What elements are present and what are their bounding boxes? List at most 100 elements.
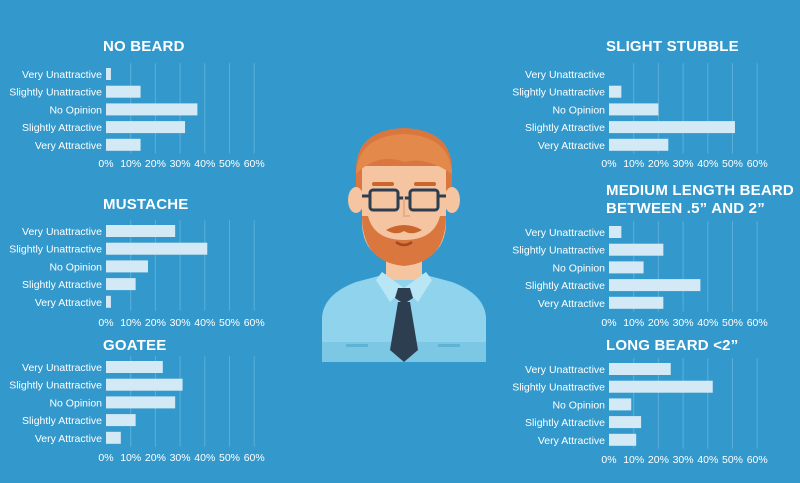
category-label: Very Attractive	[538, 140, 605, 152]
bar	[106, 121, 186, 134]
tick-label: 0%	[601, 317, 616, 329]
category-label: Very Unattractive	[525, 69, 605, 81]
tick-label: 10%	[120, 158, 141, 170]
bar	[609, 279, 701, 292]
tick-label: 50%	[219, 317, 240, 329]
bar	[609, 363, 671, 375]
chart-title: NO BEARD	[103, 38, 185, 55]
tick-label: 50%	[722, 454, 743, 466]
tick-label: 40%	[194, 317, 215, 329]
bar	[609, 416, 642, 429]
tick-label: 30%	[170, 317, 191, 329]
tick-label: 50%	[219, 158, 240, 170]
tick-label: 20%	[145, 317, 166, 329]
tick-label: 40%	[697, 158, 718, 170]
tick-label: 50%	[722, 158, 743, 170]
chart-title: SLIGHT STUBBLE	[606, 38, 739, 55]
category-label: No Opinion	[552, 104, 605, 116]
tick-label: 20%	[145, 452, 166, 464]
tick-label: 50%	[219, 452, 240, 464]
tick-label: 60%	[244, 317, 265, 329]
tick-label: 30%	[673, 317, 694, 329]
category-label: Slightly Attractive	[525, 417, 605, 429]
category-label: No Opinion	[552, 262, 605, 274]
category-label: Slightly Unattractive	[512, 382, 605, 394]
category-label: Very Attractive	[538, 298, 605, 310]
tick-label: 30%	[170, 452, 191, 464]
bar	[609, 243, 664, 256]
bar	[609, 121, 735, 134]
category-label: Slightly Attractive	[525, 280, 605, 292]
category-label: Very Unattractive	[525, 227, 605, 239]
bar	[609, 103, 659, 116]
category-label: Slightly Unattractive	[512, 87, 605, 99]
bar	[106, 242, 208, 255]
bar	[106, 138, 141, 151]
bar	[609, 138, 669, 151]
category-label: Very Attractive	[35, 433, 102, 445]
tick-label: 30%	[673, 454, 694, 466]
category-label: No Opinion	[49, 261, 102, 273]
bar	[106, 414, 136, 427]
tick-label: 40%	[194, 158, 215, 170]
tick-label: 30%	[673, 158, 694, 170]
category-label: Slightly Attractive	[22, 122, 102, 134]
tick-label: 20%	[648, 454, 669, 466]
tick-label: 10%	[623, 158, 644, 170]
tick-label: 10%	[120, 317, 141, 329]
tick-label: 20%	[648, 158, 669, 170]
category-label: Very Attractive	[35, 140, 102, 152]
tick-label: 40%	[697, 454, 718, 466]
tick-label: 20%	[648, 317, 669, 329]
tick-label: 50%	[722, 317, 743, 329]
chart-title: GOATEE	[103, 337, 167, 354]
tick-label: 10%	[623, 454, 644, 466]
tick-label: 60%	[747, 317, 768, 329]
tick-label: 30%	[170, 158, 191, 170]
bar	[106, 260, 148, 273]
tick-label: 60%	[244, 452, 265, 464]
tick-label: 10%	[623, 317, 644, 329]
category-label: Slightly Unattractive	[512, 245, 605, 257]
bar	[609, 433, 637, 446]
tick-label: 60%	[747, 158, 768, 170]
category-label: No Opinion	[552, 399, 605, 411]
bar	[106, 361, 163, 373]
bar	[106, 103, 198, 116]
tick-label: 0%	[98, 452, 113, 464]
category-label: Very Unattractive	[22, 226, 102, 238]
bar	[609, 226, 622, 238]
category-label: Slightly Unattractive	[9, 380, 102, 392]
bar	[106, 396, 176, 409]
category-label: Slightly Unattractive	[9, 87, 102, 99]
bar	[609, 85, 622, 98]
category-label: Very Attractive	[35, 297, 102, 309]
bar	[106, 68, 111, 80]
bar	[609, 296, 664, 309]
bar	[106, 378, 183, 391]
bar	[609, 398, 632, 411]
bar	[609, 261, 644, 274]
category-label: Very Unattractive	[22, 362, 102, 374]
tick-label: 0%	[601, 454, 616, 466]
category-label: Very Unattractive	[525, 364, 605, 376]
category-label: Very Unattractive	[22, 69, 102, 81]
chart-title: MEDIUM LENGTH BEARD BETWEEN .5” AND 2”	[606, 182, 794, 217]
tick-label: 40%	[697, 317, 718, 329]
tick-label: 40%	[194, 452, 215, 464]
bar	[106, 295, 111, 308]
category-label: Very Attractive	[538, 435, 605, 447]
tick-label: 0%	[98, 317, 113, 329]
category-label: Slightly Attractive	[525, 122, 605, 134]
chart-title: LONG BEARD <2”	[606, 337, 739, 354]
category-label: No Opinion	[49, 397, 102, 409]
bar	[106, 431, 121, 444]
bar	[106, 278, 136, 291]
category-label: No Opinion	[49, 104, 102, 116]
category-label: Slightly Attractive	[22, 415, 102, 427]
category-label: Slightly Unattractive	[9, 244, 102, 256]
tick-label: 10%	[120, 452, 141, 464]
category-label: Slightly Attractive	[22, 279, 102, 291]
bar	[106, 225, 176, 237]
